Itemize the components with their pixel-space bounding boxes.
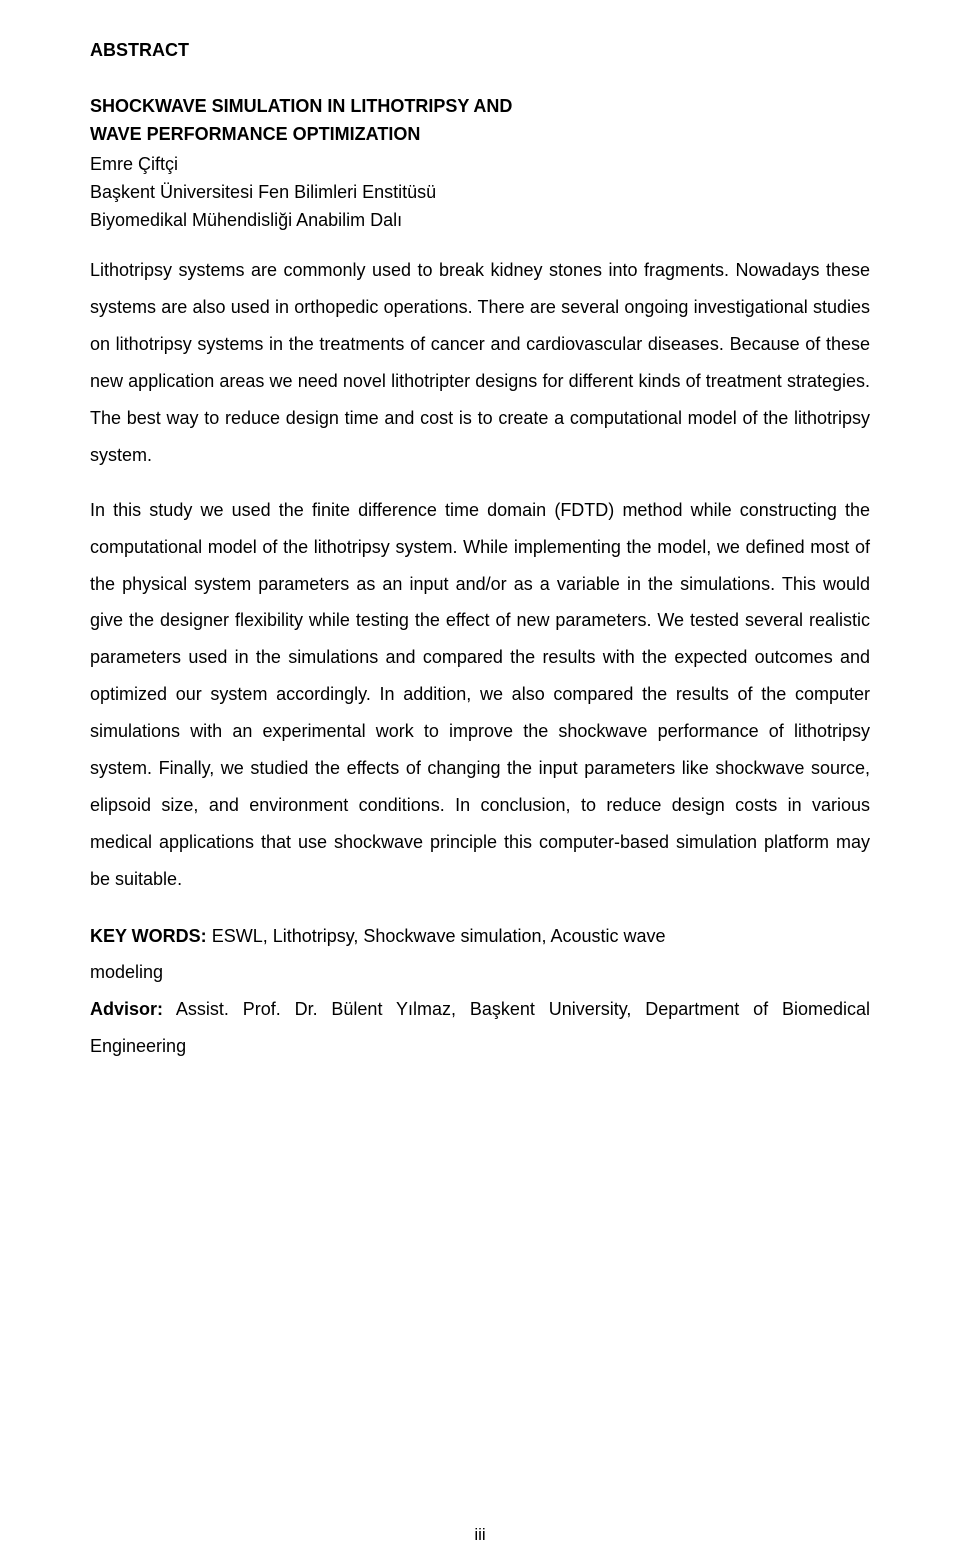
title-line-2: WAVE PERFORMANCE OPTIMIZATION bbox=[90, 121, 870, 149]
abstract-label: ABSTRACT bbox=[90, 40, 870, 61]
affiliation-line-2: Biyomedikal Mühendisliği Anabilim Dalı bbox=[90, 207, 870, 235]
title-line-1: SHOCKWAVE SIMULATION IN LITHOTRIPSY AND bbox=[90, 93, 870, 121]
advisor-text: Assist. Prof. Dr. Bülent Yılmaz, Başkent… bbox=[90, 999, 870, 1056]
author-name: Emre Çiftçi bbox=[90, 151, 870, 179]
page-number: iii bbox=[0, 1525, 960, 1545]
keywords-text-line2: modeling bbox=[90, 954, 870, 991]
advisor-label: Advisor: bbox=[90, 999, 163, 1019]
keywords-block: KEY WORDS: ESWL, Lithotripsy, Shockwave … bbox=[90, 918, 870, 992]
affiliation-line-1: Başkent Üniversitesi Fen Bilimleri Ensti… bbox=[90, 179, 870, 207]
keywords-label: KEY WORDS: bbox=[90, 926, 207, 946]
keywords-text-line1: ESWL, Lithotripsy, Shockwave simulation,… bbox=[207, 926, 666, 946]
body-paragraph-2: In this study we used the finite differe… bbox=[90, 492, 870, 898]
advisor-block: Advisor: Assist. Prof. Dr. Bülent Yılmaz… bbox=[90, 991, 870, 1065]
body-paragraph-1: Lithotripsy systems are commonly used to… bbox=[90, 252, 870, 473]
